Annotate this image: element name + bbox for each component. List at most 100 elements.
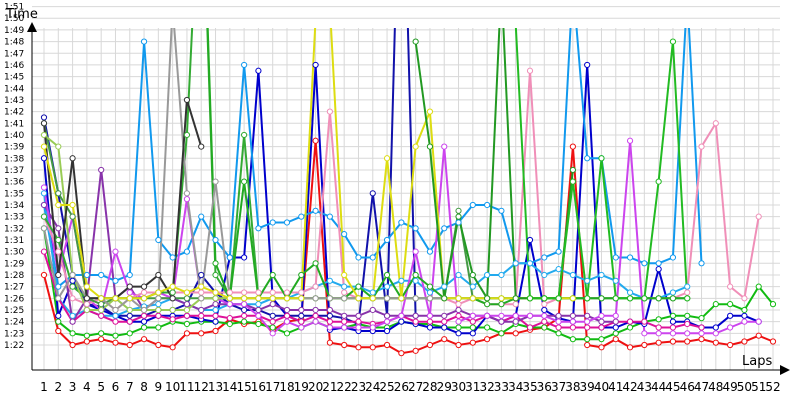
- data-point: [727, 312, 734, 319]
- data-point: [526, 324, 534, 331]
- series-line: [414, 28, 574, 302]
- data-point: [669, 330, 677, 337]
- data-point: [541, 312, 548, 319]
- data-point: [155, 271, 162, 279]
- data-point: [155, 341, 162, 349]
- data-point: [398, 318, 405, 325]
- data-point: [112, 306, 119, 314]
- x-tick-label: 21: [322, 380, 337, 394]
- y-tick-label: 1:42: [4, 108, 24, 118]
- data-point: [498, 318, 505, 325]
- data-point: [383, 271, 391, 279]
- data-point: [769, 338, 777, 345]
- data-point: [455, 306, 462, 314]
- data-point: [55, 236, 62, 244]
- x-tick-label: 27: [408, 380, 423, 394]
- data-point: [298, 289, 305, 296]
- data-point: [355, 324, 362, 331]
- data-point: [441, 225, 448, 232]
- data-point: [698, 143, 705, 150]
- y-tick-label: 1:24: [4, 318, 24, 328]
- x-tick-label: 32: [479, 380, 494, 394]
- data-point: [469, 330, 476, 337]
- data-point: [383, 312, 391, 319]
- data-point: [612, 312, 619, 319]
- data-point: [426, 248, 434, 255]
- data-point: [655, 316, 662, 323]
- x-tick-label: 36: [537, 380, 552, 394]
- series-markers: [40, 38, 777, 357]
- data-point: [40, 271, 48, 279]
- data-point: [198, 283, 205, 290]
- data-point: [112, 277, 119, 284]
- data-point: [355, 318, 362, 325]
- data-point: [98, 336, 105, 343]
- data-point: [140, 318, 148, 325]
- data-point: [383, 341, 391, 349]
- data-point: [669, 38, 677, 45]
- series-line: [43, 140, 774, 355]
- x-tick-label: 46: [680, 380, 695, 394]
- x-tick-label: 31: [465, 380, 480, 394]
- data-point: [712, 120, 719, 127]
- data-point: [584, 61, 591, 69]
- x-tick-label: 47: [694, 380, 709, 394]
- data-point: [698, 324, 705, 331]
- x-tick-label: 5: [97, 380, 105, 394]
- data-point: [312, 207, 319, 214]
- data-point: [140, 289, 148, 296]
- data-point: [112, 339, 119, 346]
- data-point: [69, 312, 76, 319]
- x-tick-label: 4: [83, 380, 91, 394]
- data-point: [755, 332, 762, 339]
- data-point: [369, 295, 376, 302]
- data-point: [198, 271, 205, 279]
- data-point: [140, 312, 148, 319]
- data-point: [40, 155, 48, 162]
- data-point: [55, 312, 62, 319]
- data-point: [183, 289, 191, 296]
- data-point: [169, 316, 176, 323]
- data-point: [626, 137, 634, 144]
- data-point: [312, 137, 319, 144]
- data-point: [198, 306, 205, 314]
- data-point: [241, 131, 248, 139]
- data-point: [469, 324, 476, 331]
- data-point: [155, 236, 162, 244]
- y-tick-label: 1:23: [4, 329, 24, 339]
- data-point: [241, 289, 248, 296]
- data-point: [326, 295, 333, 302]
- data-point: [55, 225, 62, 232]
- data-point: [555, 330, 562, 337]
- data-point: [40, 131, 48, 139]
- y-tick-label: 1:39: [4, 143, 24, 153]
- x-tick-label: 25: [379, 380, 394, 394]
- data-point: [526, 295, 534, 302]
- data-point: [369, 344, 376, 351]
- data-point: [98, 330, 105, 337]
- data-point: [83, 338, 90, 345]
- axes: Time Laps: [5, 7, 790, 375]
- data-point: [455, 271, 462, 279]
- x-tick-label: 16: [251, 380, 266, 394]
- data-point: [712, 330, 719, 337]
- data-point: [226, 289, 233, 296]
- data-point: [426, 289, 434, 296]
- data-point: [455, 213, 462, 220]
- data-point: [412, 38, 419, 45]
- data-point: [469, 295, 476, 302]
- data-point: [355, 283, 362, 290]
- data-point: [669, 318, 677, 325]
- y-tick-label: 1:43: [4, 96, 24, 106]
- data-point: [269, 295, 276, 302]
- data-point: [112, 248, 119, 255]
- data-point: [298, 213, 305, 220]
- data-point: [741, 338, 748, 345]
- y-tick-label: 1:22: [4, 341, 24, 351]
- data-point: [512, 330, 519, 337]
- data-point: [441, 312, 448, 319]
- data-point: [526, 260, 534, 267]
- x-tick-label: 48: [708, 380, 723, 394]
- data-point: [398, 295, 405, 302]
- data-point: [441, 143, 448, 150]
